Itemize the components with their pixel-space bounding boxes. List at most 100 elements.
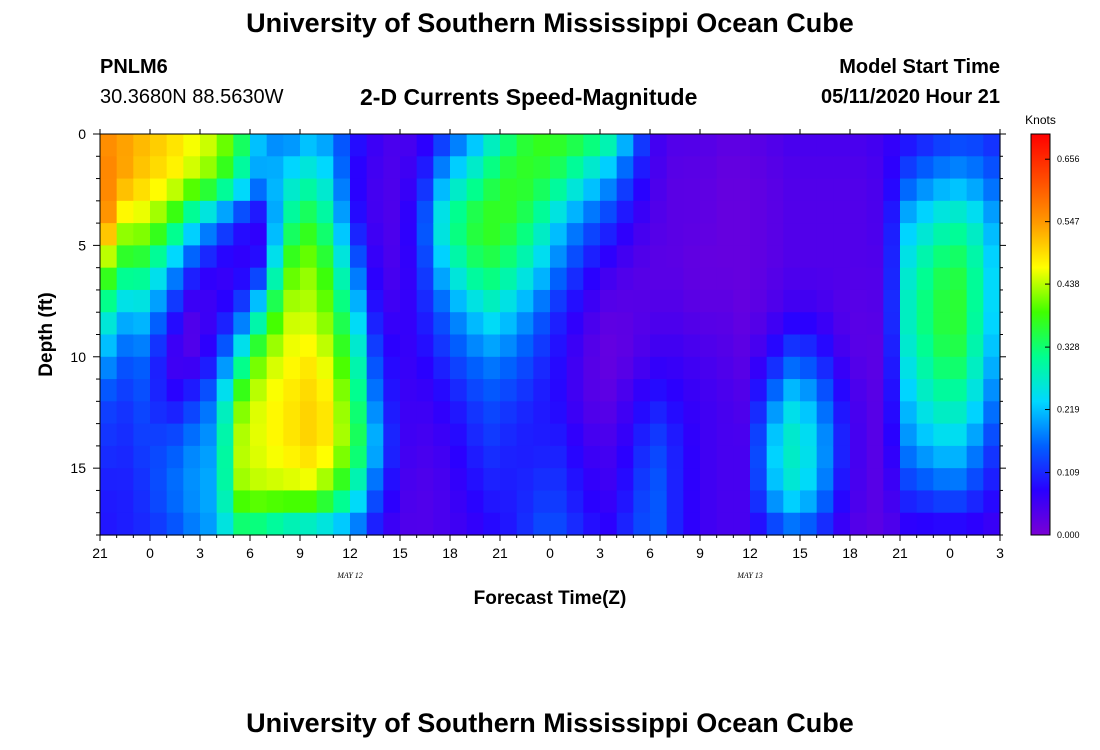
heatmap-cell xyxy=(833,178,851,202)
heatmap-cell xyxy=(150,445,168,469)
heatmap-cell xyxy=(833,468,851,492)
heatmap-cell xyxy=(583,289,601,313)
heatmap-cell xyxy=(266,134,284,157)
heatmap-cell xyxy=(816,490,834,514)
heatmap-cell xyxy=(833,490,851,514)
heatmap-cell xyxy=(350,468,368,492)
heatmap-cell xyxy=(400,178,418,202)
heatmap-cell xyxy=(433,401,451,425)
heatmap-cell xyxy=(600,401,618,425)
heatmap-cell xyxy=(366,267,384,291)
x-tick-label: 3 xyxy=(196,545,204,561)
heatmap-cell xyxy=(616,156,634,180)
heatmap-cell xyxy=(133,223,151,246)
heatmap-cell xyxy=(350,401,368,425)
heatmap-cell xyxy=(566,423,584,447)
heatmap-cell xyxy=(800,200,818,224)
heatmap-cell xyxy=(866,289,884,313)
heatmap-cell xyxy=(366,379,384,402)
heatmap-cell xyxy=(350,134,368,157)
heatmap-cell xyxy=(400,134,418,157)
heatmap-cell xyxy=(333,401,351,425)
heatmap-cell xyxy=(300,512,318,536)
heatmap-cell xyxy=(166,445,184,469)
colorbar-tick-label: 0.109 xyxy=(1057,468,1080,478)
heatmap-cell xyxy=(750,423,768,447)
heatmap-cell xyxy=(450,134,468,157)
heatmap-cell xyxy=(266,356,284,380)
heatmap-cell xyxy=(400,401,418,425)
heatmap-cell xyxy=(200,379,218,402)
heatmap-cell xyxy=(566,223,584,246)
heatmap-cell xyxy=(333,200,351,224)
x-tick-label: 0 xyxy=(146,545,154,561)
heatmap-cell xyxy=(483,134,501,157)
heatmap-cell xyxy=(916,134,934,157)
heatmap-cell xyxy=(933,490,951,514)
heatmap-cell xyxy=(416,200,434,224)
heatmap-cell xyxy=(216,289,234,313)
heatmap-cell xyxy=(116,289,134,313)
heatmap-cell xyxy=(416,312,434,336)
heatmap-cell xyxy=(300,356,318,380)
heatmap-cell xyxy=(666,245,684,269)
heatmap-cell xyxy=(183,289,201,313)
heatmap-cell xyxy=(466,200,484,224)
heatmap-cell xyxy=(500,401,518,425)
heatmap-cell xyxy=(816,156,834,180)
x-tick-label: 0 xyxy=(546,545,554,561)
heatmap-cell xyxy=(166,334,184,358)
heatmap-cell xyxy=(516,468,534,492)
heatmap-cell xyxy=(316,334,334,358)
heatmap-cell xyxy=(683,356,701,380)
heatmap-cell xyxy=(900,312,918,336)
heatmap-cell xyxy=(850,223,868,246)
heatmap-cell xyxy=(983,312,1001,336)
heatmap-cell xyxy=(883,356,901,380)
heatmap-cell xyxy=(666,379,684,402)
heatmap-cell xyxy=(716,379,734,402)
heatmap-cell xyxy=(583,379,601,402)
heatmap-cell xyxy=(250,356,268,380)
colorbar-gradient xyxy=(1030,133,1051,536)
heatmap-cell xyxy=(850,401,868,425)
heatmap-cell xyxy=(583,445,601,469)
heatmap-cell xyxy=(333,423,351,447)
heatmap-cell xyxy=(933,468,951,492)
heatmap-cell xyxy=(383,445,401,469)
heatmap-cell xyxy=(933,512,951,536)
heatmap-cell xyxy=(383,334,401,358)
heatmap-cell xyxy=(900,289,918,313)
heatmap-cell xyxy=(566,468,584,492)
heatmap-cell xyxy=(916,334,934,358)
heatmap-cell xyxy=(966,312,984,336)
heatmap-cell xyxy=(400,312,418,336)
heatmap-cell xyxy=(716,490,734,514)
heatmap-cell xyxy=(966,423,984,447)
heatmap-cell xyxy=(166,289,184,313)
heatmap-cell xyxy=(483,423,501,447)
heatmap-cell xyxy=(983,512,1001,536)
heatmap-cell xyxy=(116,356,134,380)
x-tick-label: 6 xyxy=(646,545,654,561)
colorbar-tick-label: 0.438 xyxy=(1057,279,1080,289)
heatmap-cell xyxy=(316,156,334,180)
heatmap-cell xyxy=(900,401,918,425)
heatmap-cell xyxy=(966,245,984,269)
heatmap-cell xyxy=(850,245,868,269)
heatmap-cell xyxy=(850,289,868,313)
heatmap-cell xyxy=(150,312,168,336)
heatmap-cell xyxy=(700,445,718,469)
heatmap-cell xyxy=(233,423,251,447)
x-axis: 21 0 3 6 9 12 15 18 21 0 3 6 9 12 15 18 21 0 3 MAY 12 MAY 13 xyxy=(92,129,1004,580)
heatmap-cell xyxy=(466,356,484,380)
heatmap-cell xyxy=(283,312,301,336)
heatmap-cell xyxy=(416,156,434,180)
heatmap-cell xyxy=(616,267,634,291)
heatmap-cell xyxy=(933,312,951,336)
heatmap-cell xyxy=(433,200,451,224)
heatmap-cell xyxy=(100,223,118,246)
footer-title: University of Southern Mississippi Ocean… xyxy=(246,708,854,738)
heatmap-cell xyxy=(783,512,801,536)
heatmap-cell xyxy=(166,267,184,291)
